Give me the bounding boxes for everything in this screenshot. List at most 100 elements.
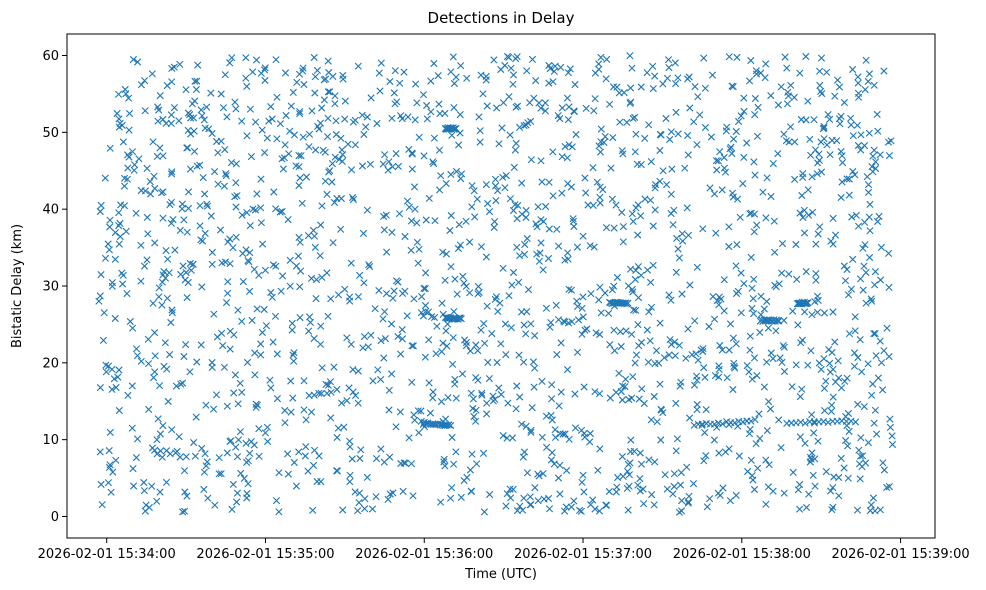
detection-marker	[450, 79, 458, 88]
detection-marker	[246, 287, 254, 295]
detection-marker	[796, 393, 804, 401]
detection-marker	[748, 375, 756, 383]
detection-marker	[214, 149, 222, 157]
detection-marker	[796, 505, 804, 513]
detection-marker	[491, 175, 500, 183]
detection-marker	[605, 309, 613, 317]
detection-marker	[201, 190, 209, 198]
detection-marker	[718, 346, 726, 354]
detection-marker	[556, 430, 564, 438]
detection-marker	[365, 261, 373, 269]
detection-marker	[450, 308, 458, 316]
detection-marker	[302, 416, 310, 424]
detection-marker	[650, 392, 658, 401]
detection-marker	[527, 428, 535, 436]
detection-marker	[246, 105, 254, 113]
detection-marker	[845, 330, 854, 338]
detection-marker	[674, 130, 682, 138]
detection-marker	[771, 248, 779, 256]
detection-marker	[694, 93, 702, 101]
detection-marker	[304, 467, 312, 475]
detection-marker	[287, 102, 295, 110]
detection-marker	[455, 221, 463, 229]
detection-marker	[437, 172, 445, 180]
detection-marker	[537, 157, 545, 165]
detection-marker	[425, 379, 433, 387]
detection-marker	[856, 452, 865, 460]
detection-marker	[774, 101, 782, 109]
detection-marker	[246, 449, 254, 457]
detection-marker	[763, 358, 771, 366]
detection-marker	[681, 164, 689, 172]
detection-marker	[355, 489, 364, 497]
detection-marker	[447, 211, 455, 220]
detection-marker	[130, 166, 138, 174]
detection-marker	[243, 358, 252, 366]
detection-marker	[637, 271, 645, 279]
detection-marker	[187, 130, 195, 138]
detection-marker	[315, 389, 323, 397]
detection-marker	[407, 460, 416, 468]
detection-marker	[678, 230, 686, 238]
detection-marker	[870, 330, 878, 338]
detection-marker	[273, 395, 281, 403]
detection-marker	[403, 312, 411, 320]
detection-marker	[725, 223, 733, 231]
detection-marker	[247, 438, 255, 446]
detection-marker	[475, 288, 483, 297]
detection-marker	[247, 153, 255, 161]
detection-marker	[606, 100, 614, 108]
detection-marker	[377, 337, 385, 345]
detection-marker	[381, 335, 389, 343]
detection-marker	[637, 212, 645, 220]
detection-marker	[696, 111, 704, 119]
detection-marker	[840, 98, 848, 107]
detection-marker	[844, 442, 852, 450]
detection-marker	[397, 112, 405, 120]
detection-marker	[737, 269, 745, 277]
detection-marker	[179, 379, 187, 387]
detection-marker	[105, 246, 113, 254]
detection-marker	[838, 152, 846, 160]
detection-marker	[791, 138, 799, 146]
detection-marker	[162, 478, 171, 486]
detection-marker	[192, 85, 200, 94]
detection-marker	[221, 71, 229, 79]
detection-marker	[344, 140, 352, 148]
detection-marker	[224, 289, 232, 297]
detection-marker	[548, 416, 556, 424]
detection-marker	[617, 387, 625, 396]
detection-marker	[200, 485, 208, 493]
detection-marker	[347, 340, 355, 348]
detection-marker	[806, 453, 814, 461]
detection-marker	[180, 467, 189, 475]
detection-marker	[168, 306, 176, 314]
detection-marker	[191, 77, 199, 85]
detection-marker	[743, 139, 751, 147]
detection-marker	[450, 104, 458, 112]
detection-marker	[688, 351, 696, 359]
detection-marker	[432, 350, 440, 358]
detections-series	[95, 52, 897, 516]
detection-marker	[780, 489, 788, 497]
detection-marker	[753, 132, 762, 140]
detection-marker	[873, 430, 881, 438]
detection-marker	[732, 491, 740, 499]
detection-marker	[667, 209, 675, 218]
detection-marker	[300, 377, 308, 385]
detection-marker	[104, 240, 112, 248]
detection-marker	[520, 321, 528, 329]
detection-marker	[807, 455, 815, 463]
detection-marker	[476, 127, 484, 135]
detection-marker	[415, 245, 423, 253]
detection-marker	[125, 94, 133, 102]
detection-marker	[388, 114, 396, 122]
detection-marker	[172, 382, 180, 390]
detection-marker	[302, 443, 310, 451]
detection-marker	[618, 453, 626, 461]
detection-marker	[767, 92, 775, 100]
detection-marker	[426, 409, 434, 417]
detection-marker	[460, 477, 468, 485]
detection-marker	[306, 318, 314, 326]
detection-marker	[745, 368, 753, 376]
